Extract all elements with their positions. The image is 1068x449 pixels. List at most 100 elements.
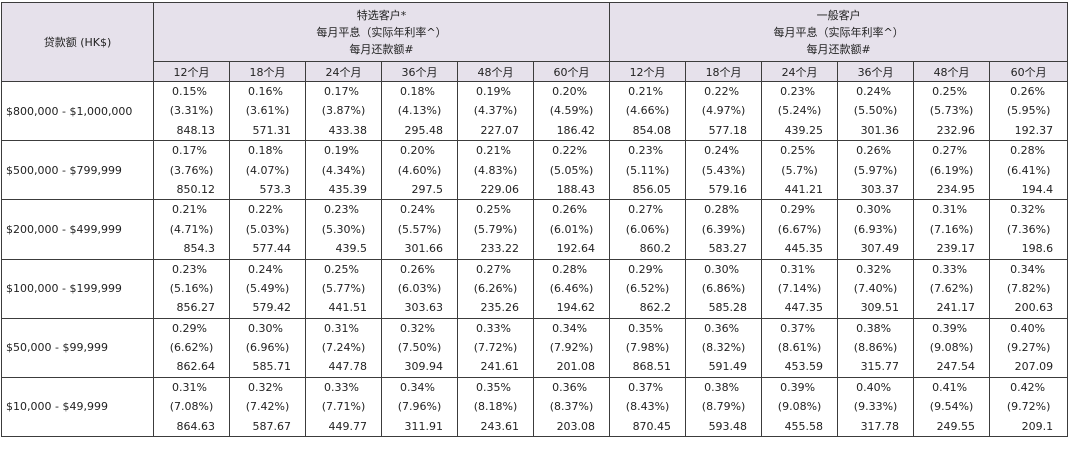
monthly-repayment: 447.35 <box>784 301 824 315</box>
annual-percentage-rate: (5.16%) <box>169 281 214 295</box>
rate-cell: 0.30% (6.93%) 307.49 <box>837 199 915 260</box>
rate-cell: 0.25% (5.77%) 441.51 <box>305 258 382 319</box>
monthly-flat-rate: 0.36% <box>704 321 740 335</box>
monthly-repayment: 441.51 <box>328 301 368 315</box>
monthly-repayment: 315.77 <box>860 360 900 374</box>
monthly-repayment: 583.27 <box>708 242 748 256</box>
annual-percentage-rate: (6.46%) <box>549 281 594 295</box>
monthly-repayment: 862.2 <box>639 301 672 315</box>
rate-cell: 0.31% (7.16%) 239.17 <box>913 199 991 260</box>
monthly-flat-rate: 0.32% <box>400 321 435 335</box>
rate-cell: 0.42% (9.72%) 209.1 <box>989 376 1068 438</box>
rate-cell: 0.27% (6.26%) 235.26 <box>457 258 534 319</box>
term-header: 18个月 <box>685 61 763 82</box>
annual-percentage-rate: (6.41%) <box>1006 163 1051 177</box>
annual-percentage-rate: (7.72%) <box>473 341 518 355</box>
annual-percentage-rate: (9.33%) <box>853 400 898 414</box>
annual-percentage-rate: (6.03%) <box>397 281 442 295</box>
annual-percentage-rate: (4.34%) <box>321 163 366 177</box>
monthly-flat-rate: 0.35% <box>476 380 511 394</box>
monthly-repayment: 309.51 <box>860 301 900 315</box>
rate-cell: 0.35% (7.98%) 868.51 <box>609 317 687 378</box>
monthly-repayment: 864.63 <box>176 419 216 433</box>
rate-cell: 0.22% (5.03%) 577.44 <box>229 199 306 260</box>
monthly-repayment: 854.08 <box>632 123 672 137</box>
annual-percentage-rate: (4.59%) <box>549 104 594 118</box>
rate-cell: 0.26% (6.01%) 192.64 <box>532 199 611 260</box>
rate-cell: 0.23% (5.11%) 856.05 <box>609 140 687 201</box>
monthly-repayment: 297.5 <box>411 182 444 196</box>
monthly-flat-rate: 0.31% <box>780 262 816 276</box>
annual-percentage-rate: (6.26%) <box>473 281 518 295</box>
monthly-repayment: 441.21 <box>784 182 824 196</box>
annual-percentage-rate: (7.42%) <box>245 400 290 414</box>
rate-cell: 0.17% (3.76%) 850.12 <box>153 140 230 201</box>
monthly-flat-rate: 0.18% <box>248 144 283 158</box>
annual-percentage-rate: (3.87%) <box>321 104 366 118</box>
rate-cell: 0.29% (6.62%) 862.64 <box>153 317 230 378</box>
monthly-flat-rate: 0.24% <box>400 203 435 217</box>
monthly-flat-rate: 0.23% <box>172 262 207 276</box>
rate-cell: 0.32% (7.40%) 309.51 <box>837 258 915 319</box>
table-header: 贷款额 (HK$) 特选客户* 每月平息（实际年利率^） 每月还款额# 一般客户… <box>1 2 1068 82</box>
monthly-repayment: 445.35 <box>784 242 824 256</box>
rate-cell: 0.26% (6.03%) 303.63 <box>381 258 458 319</box>
rate-cell: 0.31% (7.08%) 864.63 <box>153 376 230 438</box>
rate-cell: 0.32% (7.50%) 309.94 <box>381 317 458 378</box>
monthly-repayment: 591.49 <box>708 360 748 374</box>
rate-cell: 0.28% (6.41%) 194.4 <box>989 140 1068 201</box>
monthly-flat-rate: 0.25% <box>932 85 968 98</box>
rate-cell: 0.15% (3.31%) 848.13 <box>153 80 230 142</box>
monthly-flat-rate: 0.15% <box>172 85 207 98</box>
term-header: 48个月 <box>913 61 991 82</box>
annual-percentage-rate: (8.43%) <box>625 400 670 414</box>
monthly-repayment: 241.61 <box>480 360 520 374</box>
group-title: 特选客户* <box>356 8 407 22</box>
rate-cell: 0.25% (5.79%) 233.22 <box>457 199 534 260</box>
rate-cell: 0.20% (4.59%) 186.42 <box>532 80 611 142</box>
rate-cell: 0.24% (5.57%) 301.66 <box>381 199 458 260</box>
rate-cell: 0.27% (6.19%) 234.95 <box>913 140 991 201</box>
term-header: 12个月 <box>609 61 687 82</box>
monthly-flat-rate: 0.22% <box>704 85 740 98</box>
monthly-repayment: 311.91 <box>404 419 444 433</box>
annual-percentage-rate: (5.79%) <box>473 222 518 236</box>
monthly-repayment: 241.17 <box>936 301 976 315</box>
annual-percentage-rate: (5.7%) <box>781 163 818 177</box>
monthly-flat-rate: 0.40% <box>1010 321 1046 335</box>
monthly-flat-rate: 0.33% <box>476 321 511 335</box>
annual-percentage-rate: (6.67%) <box>777 222 822 236</box>
monthly-flat-rate: 0.30% <box>704 262 740 276</box>
monthly-flat-rate: 0.36% <box>552 380 588 394</box>
rate-cell: 0.37% (8.61%) 453.59 <box>761 317 839 378</box>
annual-percentage-rate: (7.82%) <box>1006 281 1051 295</box>
monthly-flat-rate: 0.32% <box>248 380 283 394</box>
preferred-customer-header: 特选客户* 每月平息（实际年利率^） 每月还款额# <box>152 2 611 62</box>
monthly-flat-rate: 0.24% <box>248 262 283 276</box>
annual-percentage-rate: (4.37%) <box>473 104 518 118</box>
monthly-flat-rate: 0.29% <box>628 262 664 276</box>
monthly-repayment: 227.07 <box>480 123 520 137</box>
rate-cell: 0.35% (8.18%) 243.61 <box>457 376 534 438</box>
table-row: $50,000 - $99,999 0.29% (6.62%) 862.64 0.30%… <box>1 317 1068 378</box>
annual-percentage-rate: (5.73%) <box>929 104 974 118</box>
monthly-flat-rate: 0.41% <box>932 380 968 394</box>
rate-cell: 0.26% (5.97%) 303.37 <box>837 140 915 201</box>
annual-percentage-rate: (5.43%) <box>701 163 746 177</box>
monthly-repayment: 194.62 <box>556 301 596 315</box>
annual-percentage-rate: (5.11%) <box>625 163 670 177</box>
monthly-repayment: 850.12 <box>176 182 216 196</box>
annual-percentage-rate: (5.57%) <box>397 222 442 236</box>
monthly-flat-rate: 0.33% <box>324 380 359 394</box>
rate-cell: 0.24% (5.50%) 301.36 <box>837 80 915 142</box>
monthly-flat-rate: 0.23% <box>780 85 816 98</box>
monthly-repayment: 295.48 <box>404 123 444 137</box>
monthly-repayment: 455.58 <box>784 419 824 433</box>
monthly-flat-rate: 0.39% <box>932 321 968 335</box>
monthly-flat-rate: 0.42% <box>1010 380 1046 394</box>
rate-cell: 0.24% (5.49%) 579.42 <box>229 258 306 319</box>
term-header: 24个月 <box>761 61 839 82</box>
annual-percentage-rate: (5.50%) <box>853 104 898 118</box>
monthly-repayment: 249.55 <box>936 419 976 433</box>
rate-cell: 0.18% (4.07%) 573.3 <box>229 140 306 201</box>
